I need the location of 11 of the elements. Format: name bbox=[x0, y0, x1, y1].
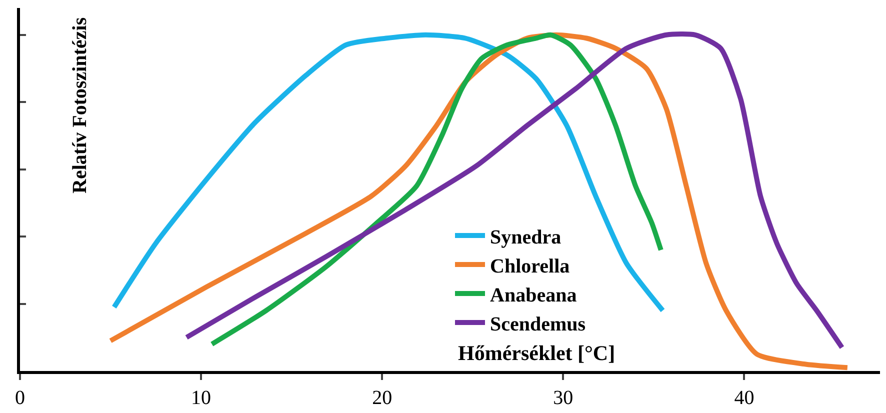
legend-label: Scendemus bbox=[490, 313, 586, 336]
x-tick-label: 40 bbox=[734, 387, 754, 409]
legend-label: Anabeana bbox=[490, 284, 577, 306]
x-tick-label: 20 bbox=[372, 387, 392, 409]
x-tick-label: 10 bbox=[191, 387, 212, 409]
legend-label: Chlorella bbox=[490, 255, 570, 278]
x-tick-label: 30 bbox=[553, 387, 574, 409]
x-tick-label: 0 bbox=[15, 387, 25, 409]
x-axis-title: Hőmérséklet [°C] bbox=[458, 341, 616, 365]
legend-label: Synedra bbox=[490, 226, 562, 248]
y-axis-title: Relatív Fotoszintézis bbox=[68, 17, 91, 194]
